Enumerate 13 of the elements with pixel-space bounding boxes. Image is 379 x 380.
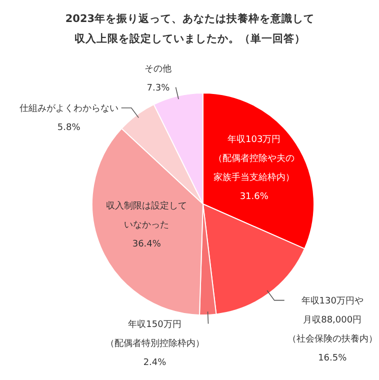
- data-label: 16.5%: [318, 353, 348, 364]
- slice-label: その他: [144, 63, 172, 74]
- slice-label: 年収130万円や月収88,000円（社会保険の扶養内）: [287, 295, 378, 344]
- data-label: 36.4%: [132, 240, 162, 250]
- data-label: 31.6%: [240, 192, 269, 202]
- data-label: 2.4%: [143, 358, 167, 368]
- slice-label: 年収103万円（配偶者控除や夫の家族手当支給枠内）: [214, 134, 295, 184]
- data-label: 5.8%: [57, 122, 81, 133]
- slice-label: 年収150万円（配偶者特別控除枠内）: [105, 318, 204, 349]
- chart-title: 2023年を振り返って、あなたは扶養枠を意識して収入上限を設定していましたか。（単一回答）: [65, 12, 315, 45]
- data-label: 7.3%: [146, 83, 170, 94]
- slice-label: 収入制限は設定していなかった: [106, 200, 188, 231]
- slice-label: 仕組みがよくわからない: [19, 102, 118, 114]
